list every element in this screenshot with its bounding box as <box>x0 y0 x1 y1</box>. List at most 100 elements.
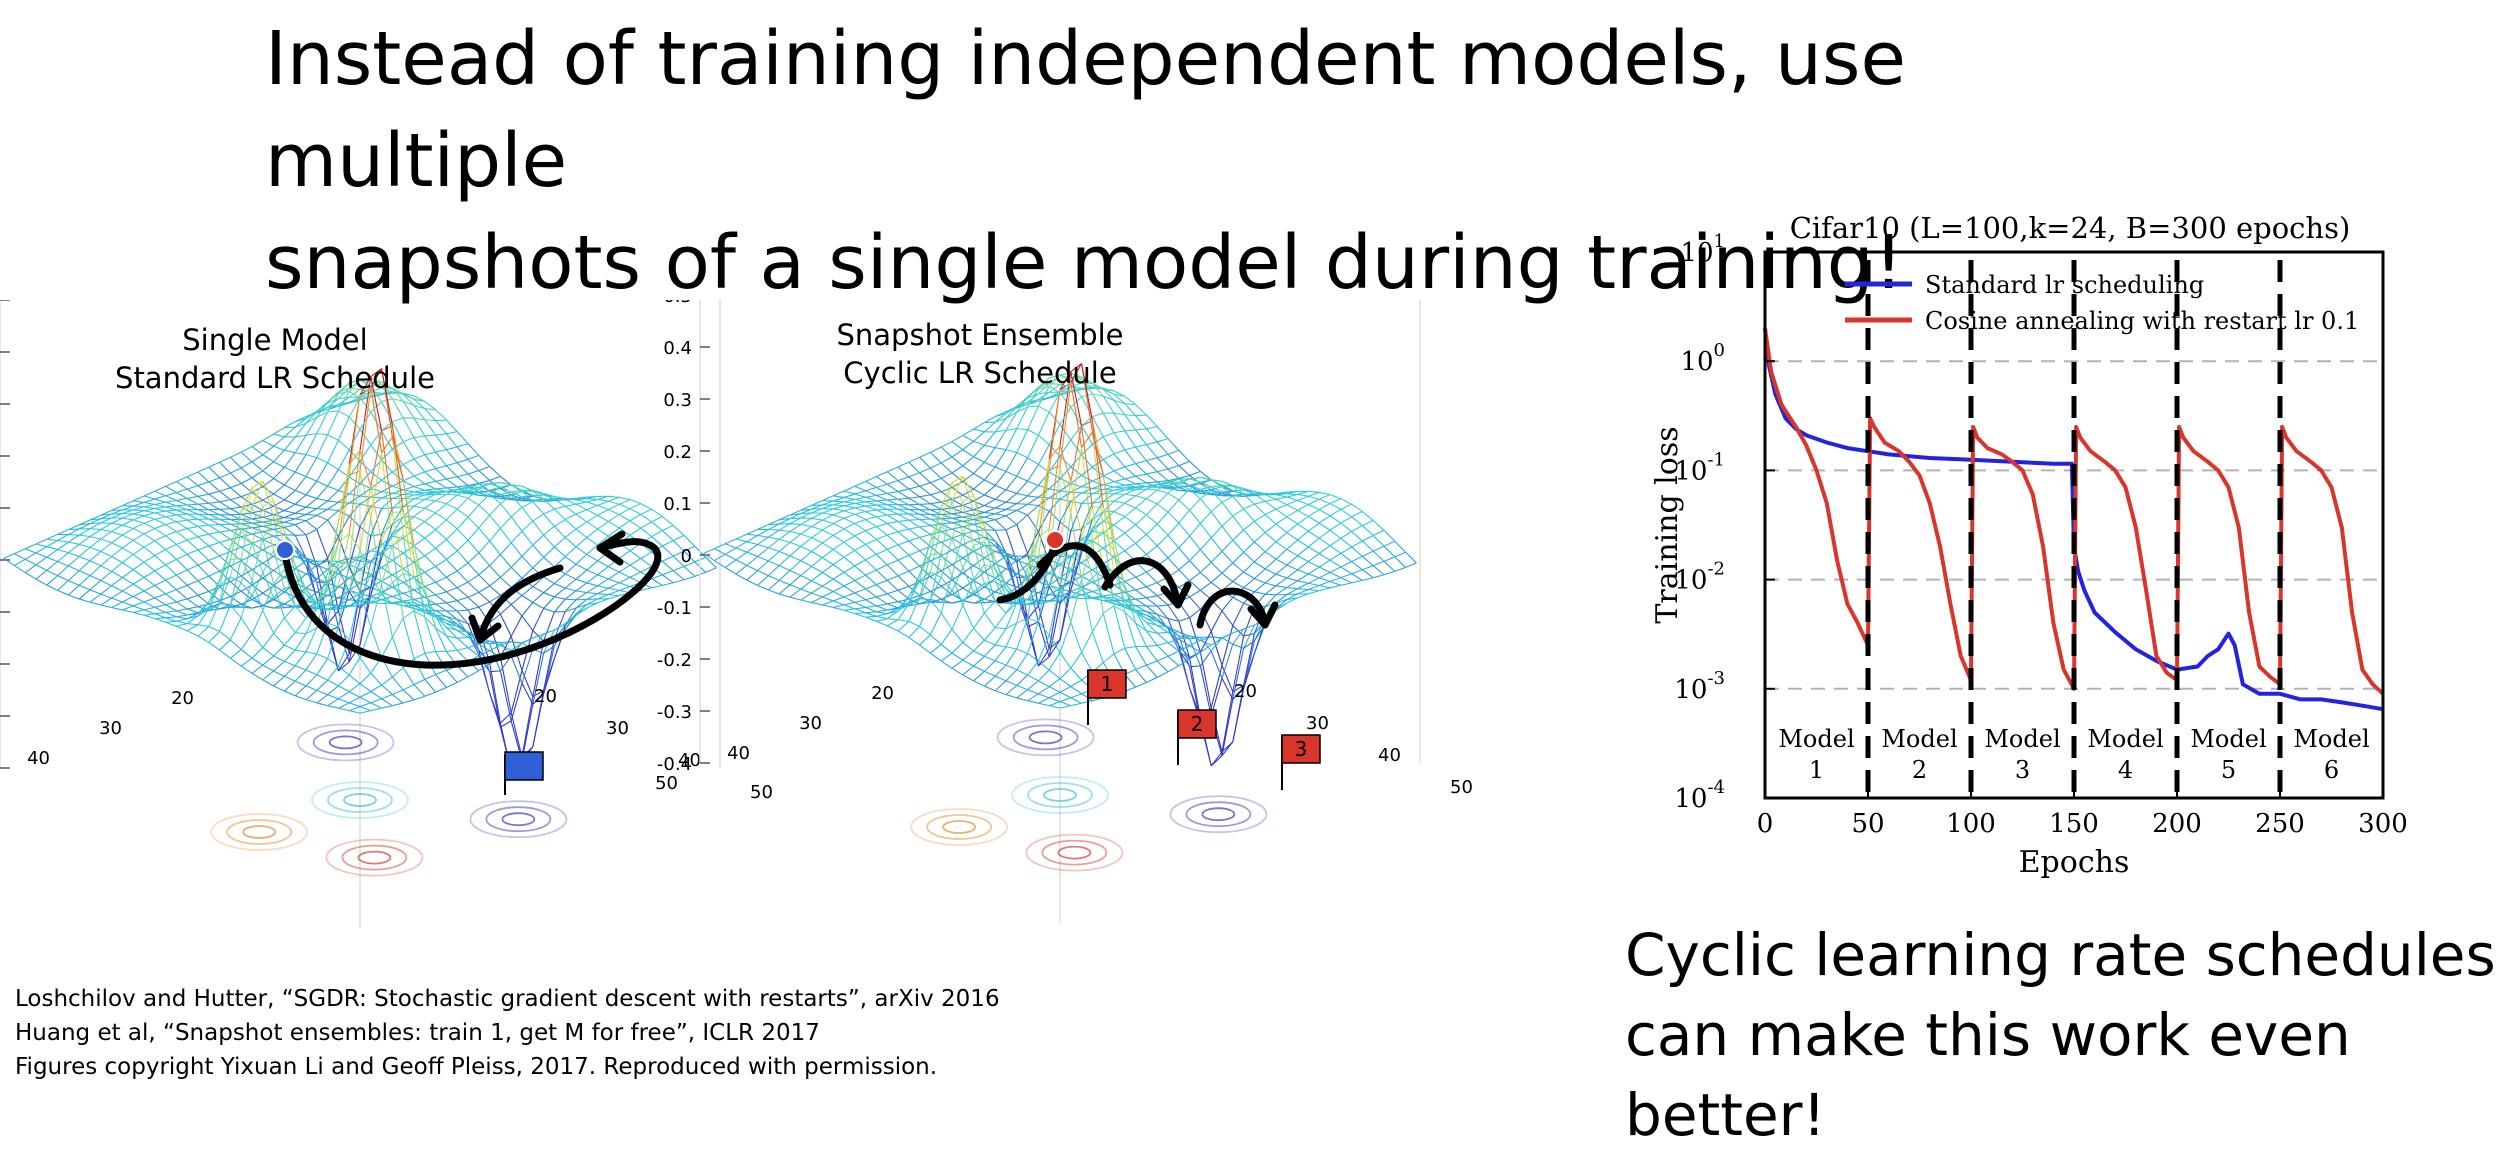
mesh-line <box>284 485 295 490</box>
mesh-line <box>457 601 468 610</box>
mesh-line <box>328 486 339 490</box>
mesh-line <box>1157 458 1168 469</box>
mesh-line <box>1254 592 1265 594</box>
mesh-line <box>1017 453 1028 458</box>
mesh-line <box>1060 501 1071 522</box>
mesh-line <box>1006 490 1017 494</box>
mesh-line <box>122 535 133 540</box>
mesh-line <box>1146 583 1157 587</box>
mesh-line <box>995 448 1006 450</box>
mesh-line <box>209 631 220 642</box>
mesh-line <box>144 607 155 610</box>
mesh-line <box>833 506 844 509</box>
mesh-line <box>1168 548 1179 558</box>
mesh-line <box>801 546 812 551</box>
mesh-line <box>1308 590 1319 591</box>
mesh-line <box>1125 508 1136 517</box>
mesh-line <box>963 429 974 435</box>
mesh-line <box>576 538 587 547</box>
mesh-line <box>1125 404 1136 416</box>
mesh-line <box>274 494 285 500</box>
mesh-line <box>1060 653 1071 669</box>
mesh-line <box>392 668 403 677</box>
mesh-line <box>1179 461 1190 465</box>
mesh-line <box>822 530 833 535</box>
mesh-line <box>176 492 187 498</box>
mesh-line <box>887 467 898 472</box>
mesh-line <box>1373 520 1384 530</box>
mesh-line <box>876 517 887 524</box>
mesh-line <box>295 477 306 491</box>
mesh-line <box>909 520 920 527</box>
mesh-line <box>241 528 252 529</box>
mesh-line <box>554 526 565 537</box>
mesh-line <box>220 509 231 514</box>
mesh-line <box>317 695 328 703</box>
mesh-line <box>941 518 952 519</box>
mesh-line <box>1125 431 1136 447</box>
mesh-line <box>1298 562 1309 570</box>
mesh-line <box>1092 488 1103 489</box>
mesh-line <box>887 626 898 631</box>
mesh-line <box>68 553 79 557</box>
mesh-line <box>876 621 887 625</box>
z-axis-ticks: 0.50.40.30.20.10-0.1-0.2-0.3-0.4 <box>0 300 10 780</box>
mesh-line <box>855 536 866 545</box>
mesh-line <box>457 551 468 563</box>
mesh-line <box>1125 648 1136 669</box>
mesh-line <box>284 519 295 522</box>
mesh-line <box>511 567 522 578</box>
mesh-line <box>822 591 833 597</box>
mesh-line <box>974 457 985 463</box>
mesh-line <box>209 546 220 556</box>
mesh-line <box>876 597 887 604</box>
mesh-line <box>833 601 844 605</box>
mesh-line <box>1373 546 1384 551</box>
mesh-line <box>133 514 144 516</box>
mesh-line <box>822 520 833 523</box>
mesh-line <box>779 566 790 571</box>
mesh-line <box>1200 499 1211 512</box>
mesh-line <box>1276 517 1287 524</box>
mesh-line <box>898 521 909 529</box>
mesh-line <box>317 659 328 675</box>
mesh-line <box>533 514 544 521</box>
mesh-line <box>1136 534 1147 543</box>
mesh-line <box>241 478 252 483</box>
mesh-line <box>522 587 533 596</box>
mesh-line <box>1125 496 1136 503</box>
mesh-line <box>414 499 425 500</box>
mesh-line <box>1200 666 1211 716</box>
mesh-line <box>1157 472 1168 481</box>
mesh-line <box>414 517 425 522</box>
mesh-line <box>844 491 855 494</box>
mesh-line <box>176 514 187 515</box>
mesh-line <box>187 581 198 586</box>
mesh-line <box>608 496 619 497</box>
mesh-line <box>598 594 609 595</box>
mesh-line <box>822 597 833 601</box>
mesh-line <box>230 500 241 507</box>
contour-ring <box>330 736 362 748</box>
mesh-line <box>155 605 166 608</box>
mesh-line <box>47 534 58 539</box>
mesh-line <box>209 482 220 491</box>
mesh-line <box>284 650 295 661</box>
mesh-line <box>436 488 447 489</box>
mesh-line <box>425 674 436 679</box>
mesh-line <box>1373 575 1384 578</box>
mesh-line <box>1276 524 1287 532</box>
mesh-line <box>1006 504 1017 510</box>
mesh-line <box>90 529 101 536</box>
mesh-line <box>758 585 769 590</box>
mesh-line <box>68 556 79 566</box>
mesh-line <box>446 479 457 487</box>
mesh-line <box>166 544 177 549</box>
mesh-line <box>866 527 877 531</box>
mesh-line <box>779 524 790 530</box>
mesh-line <box>252 471 263 478</box>
mesh-line <box>101 543 112 552</box>
mesh-line <box>941 514 952 515</box>
mesh-line <box>144 504 155 506</box>
